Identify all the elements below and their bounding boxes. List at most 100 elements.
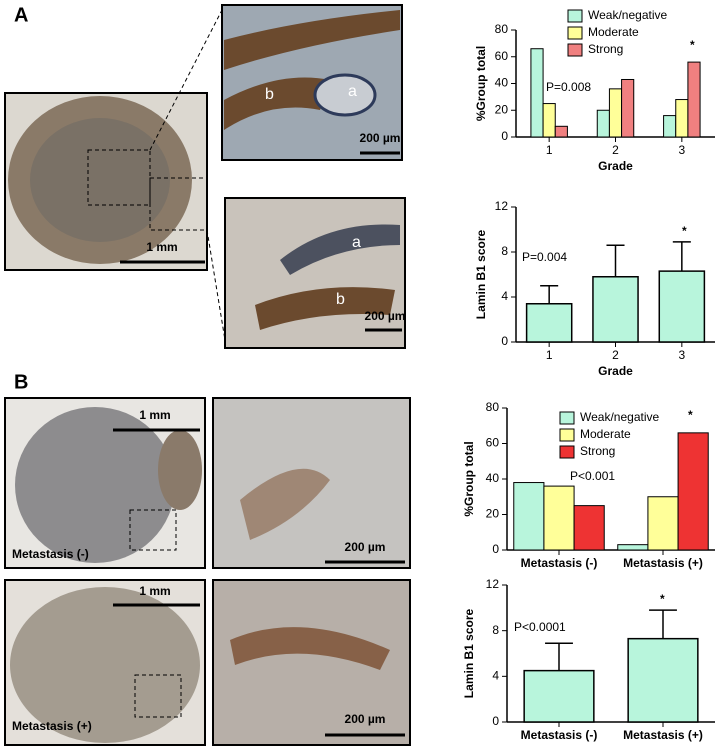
y-tick-label: 60	[495, 49, 509, 63]
x-axis-label: Grade	[598, 159, 633, 173]
bar	[647, 496, 679, 551]
scale-label: 200 µm	[365, 309, 406, 323]
x-tick-label: Metastasis (+)	[623, 556, 703, 570]
x-tick-label: Metastasis (-)	[521, 728, 598, 742]
y-axis-label: Lamin B1 score	[474, 229, 488, 319]
zoom-box	[149, 177, 208, 231]
y-tick-label: 80	[486, 400, 500, 414]
bar	[617, 544, 649, 551]
bar	[687, 61, 701, 138]
tissue-core	[158, 430, 202, 510]
tissue-texture	[255, 287, 395, 330]
bar	[543, 485, 575, 551]
annotation: *	[660, 592, 665, 606]
tissue-texture	[313, 73, 377, 117]
legend-label: Strong	[580, 444, 615, 458]
y-tick-label: 0	[501, 129, 508, 143]
bar	[592, 276, 639, 343]
y-tick-label: 40	[486, 471, 500, 485]
y-tick-label: 40	[495, 76, 509, 90]
region-label: a	[352, 234, 361, 251]
x-tick-label: 1	[546, 348, 553, 362]
y-tick-label: 0	[492, 714, 499, 728]
x-tick-label: 1	[546, 143, 553, 157]
zoom-line	[206, 229, 226, 341]
legend-label: Moderate	[580, 427, 631, 441]
x-tick-label: Metastasis (-)	[521, 556, 598, 570]
legend-swatch	[567, 26, 583, 40]
scale-label: 200 µm	[345, 540, 386, 554]
tissue-texture	[240, 468, 330, 540]
annotation: P=0.004	[522, 250, 567, 264]
bar	[596, 109, 610, 138]
x-tick-label: 3	[678, 143, 685, 157]
y-axis-label: %Group total	[474, 46, 488, 121]
y-tick-label: 20	[495, 102, 509, 116]
zoom-box	[87, 149, 151, 206]
legend-swatch	[559, 445, 575, 459]
bar	[627, 637, 699, 723]
annotation: *	[690, 38, 695, 52]
tissue-core	[15, 407, 175, 563]
bar	[675, 99, 689, 138]
image-frame	[224, 197, 406, 349]
y-axis-label: %Group total	[462, 441, 476, 516]
legend-label: Strong	[588, 42, 623, 56]
annotation: P<0.001	[570, 469, 615, 483]
tissue-texture	[30, 118, 170, 242]
sample-label: Metastasis (-)	[12, 547, 89, 561]
x-tick-label: 3	[678, 348, 685, 362]
bar	[542, 103, 556, 138]
y-tick-label: 60	[486, 436, 500, 450]
bar	[573, 505, 605, 551]
panel-label: A	[14, 4, 28, 26]
scale-label: 200 µm	[360, 131, 401, 145]
region-label: b	[336, 291, 345, 308]
y-tick-label: 8	[492, 623, 499, 637]
zoom-box	[129, 509, 177, 551]
legend-label: Weak/negative	[580, 410, 659, 424]
y-tick-label: 20	[486, 507, 500, 521]
y-axis-label: Lamin B1 score	[462, 608, 476, 698]
sample-label: Metastasis (+)	[12, 719, 92, 733]
scale-label: 1 mm	[139, 584, 170, 598]
annotation: P=0.008	[546, 80, 591, 94]
zoom-line	[149, 9, 223, 151]
legend-swatch	[559, 411, 575, 425]
legend-label: Moderate	[588, 25, 639, 39]
y-tick-label: 8	[501, 244, 508, 258]
bar	[658, 270, 706, 343]
bar	[677, 432, 709, 551]
x-tick-label: Metastasis (+)	[623, 728, 703, 742]
bar	[523, 669, 595, 723]
y-tick-label: 12	[486, 577, 500, 591]
zoom-box	[134, 674, 182, 718]
y-tick-label: 80	[495, 22, 509, 36]
bar	[663, 115, 677, 138]
annotation: P<0.0001	[514, 620, 566, 634]
bar	[554, 125, 568, 138]
bar	[621, 78, 635, 138]
panel-label: B	[14, 371, 28, 393]
legend-swatch	[567, 9, 583, 23]
bar	[608, 88, 623, 138]
tissue-texture	[224, 77, 330, 130]
tissue-core	[10, 587, 200, 743]
tissue-texture	[230, 627, 390, 670]
x-tick-label: 2	[612, 143, 619, 157]
bar	[525, 303, 573, 343]
legend-label: Weak/negative	[588, 8, 667, 22]
tissue-texture	[280, 224, 400, 275]
legend-swatch	[559, 428, 575, 442]
x-axis-label: Grade	[598, 364, 633, 378]
scale-label: 200 µm	[345, 712, 386, 726]
annotation: *	[682, 224, 687, 238]
region-label: b	[265, 86, 274, 103]
y-tick-label: 0	[501, 334, 508, 348]
bar	[513, 482, 545, 551]
region-label: a	[348, 83, 357, 100]
scale-label: 1 mm	[139, 408, 170, 422]
y-tick-label: 12	[495, 199, 509, 213]
tissue-texture	[224, 10, 400, 70]
